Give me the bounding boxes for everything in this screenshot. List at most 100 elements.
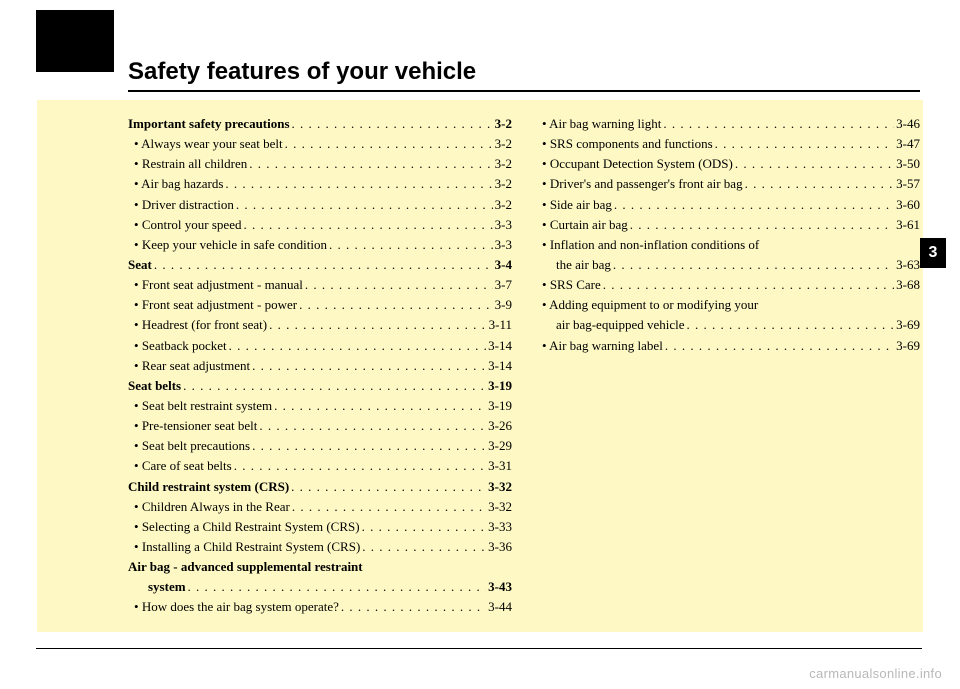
toc-page: 3-7 [495,275,512,295]
toc-leader-dots: . . . . . . . . . . . . . . . . . . . . … [229,336,487,356]
toc-label: Seat belts [128,376,181,396]
toc-page: 3-69 [896,315,920,335]
toc-page: 3-43 [488,577,512,597]
toc-entry: Seat belts . . . . . . . . . . . . . . .… [128,376,512,396]
toc-label: Air bag warning light [542,114,661,134]
toc-page: 3-14 [488,356,512,376]
toc-label: Important safety precautions [128,114,290,134]
toc-leader-dots: . . . . . . . . . . . . . . . . . . . . … [362,517,487,537]
toc-leader-dots: . . . . . . . . . . . . . . . . . . . . … [735,154,894,174]
toc-leader-dots: . . . . . . . . . . . . . . . . . . . . … [329,235,493,255]
page-title: Safety features of your vehicle [128,58,476,86]
toc-page: 3-2 [495,114,512,134]
toc-page: 3-2 [495,195,512,215]
toc-leader-dots: . . . . . . . . . . . . . . . . . . . . … [665,336,894,356]
toc-label: How does the air bag system operate? [134,597,339,617]
toc-page: 3-69 [896,336,920,356]
toc-entry: Installing a Child Restraint System (CRS… [128,537,512,557]
toc-leader-dots: . . . . . . . . . . . . . . . . . . . . … [291,477,486,497]
title-underline [128,90,920,92]
toc-entry: Seatback pocket . . . . . . . . . . . . … [128,336,512,356]
manual-page: Safety features of your vehicle Importan… [0,0,960,689]
toc-leader-dots: . . . . . . . . . . . . . . . . . . . . … [292,497,486,517]
toc-label: Curtain air bag [542,215,628,235]
toc-entry: SRS components and functions . . . . . .… [536,134,920,154]
toc-label: Seat belt precautions [134,436,250,456]
toc-page: 3-19 [488,376,512,396]
corner-black-box [36,10,114,72]
toc-entry: Children Always in the Rear . . . . . . … [128,497,512,517]
toc-entry: Seat . . . . . . . . . . . . . . . . . .… [128,255,512,275]
toc-label: Children Always in the Rear [134,497,290,517]
toc-leader-dots: . . . . . . . . . . . . . . . . . . . . … [252,436,486,456]
toc-entry: Curtain air bag . . . . . . . . . . . . … [536,215,920,235]
toc-leader-dots: . . . . . . . . . . . . . . . . . . . . … [259,416,486,436]
toc-label: Air bag hazards [134,174,223,194]
toc-label: Air bag - advanced supplemental restrain… [128,557,363,577]
toc-entry: Air bag hazards . . . . . . . . . . . . … [128,174,512,194]
toc-leader-dots: . . . . . . . . . . . . . . . . . . . . … [613,255,894,275]
toc-entry: Selecting a Child Restraint System (CRS)… [128,517,512,537]
chapter-tab: 3 [920,238,946,268]
toc-entry: Air bag warning light . . . . . . . . . … [536,114,920,134]
toc-page: 3-31 [488,456,512,476]
toc-label: air bag-equipped vehicle [536,315,685,335]
toc-label: Control your speed [134,215,241,235]
toc-label: Seat [128,255,152,275]
toc-leader-dots: . . . . . . . . . . . . . . . . . . . . … [299,295,493,315]
toc-page: 3-2 [495,134,512,154]
toc-label: Headrest (for front seat) [134,315,267,335]
toc-page: 3-11 [489,315,512,335]
toc-label: the air bag [536,255,611,275]
toc-page: 3-32 [488,497,512,517]
toc-entry: Air bag warning label . . . . . . . . . … [536,336,920,356]
toc-leader-dots: . . . . . . . . . . . . . . . . . . . . … [614,195,894,215]
toc-label: Keep your vehicle in safe condition [134,235,327,255]
toc-label: Driver distraction [134,195,234,215]
toc-entry: Inflation and non-inflation conditions o… [536,235,920,255]
toc-page: 3-2 [495,174,512,194]
toc-leader-dots: . . . . . . . . . . . . . . . . . . . . … [183,376,486,396]
toc-label: SRS Care [542,275,601,295]
toc-entry: Child restraint system (CRS) . . . . . .… [128,477,512,497]
toc-columns: Important safety precautions . . . . . .… [128,114,920,618]
toc-entry: Restrain all children . . . . . . . . . … [128,154,512,174]
watermark-text: carmanualsonline.info [809,666,942,681]
toc-right-column: Air bag warning light . . . . . . . . . … [536,114,920,618]
toc-entry: Driver distraction . . . . . . . . . . .… [128,195,512,215]
toc-label: Driver's and passenger's front air bag [542,174,743,194]
toc-label: Adding equipment to or modifying your [542,295,758,315]
toc-page: 3-3 [495,235,512,255]
toc-label: Seat belt restraint system [134,396,272,416]
toc-leader-dots: . . . . . . . . . . . . . . . . . . . . … [243,215,492,235]
toc-entry: Rear seat adjustment . . . . . . . . . .… [128,356,512,376]
toc-entry: Seat belt restraint system . . . . . . .… [128,396,512,416]
toc-leader-dots: . . . . . . . . . . . . . . . . . . . . … [234,456,486,476]
toc-label: Restrain all children [134,154,247,174]
toc-entry: Seat belt precautions . . . . . . . . . … [128,436,512,456]
toc-page: 3-50 [896,154,920,174]
toc-entry: SRS Care . . . . . . . . . . . . . . . .… [536,275,920,295]
toc-label: Inflation and non-inflation conditions o… [542,235,759,255]
toc-entry: Front seat adjustment - manual . . . . .… [128,275,512,295]
bottom-rule [36,648,922,649]
toc-left-column: Important safety precautions . . . . . .… [128,114,512,618]
toc-leader-dots: . . . . . . . . . . . . . . . . . . . . … [225,174,492,194]
toc-leader-dots: . . . . . . . . . . . . . . . . . . . . … [188,577,487,597]
toc-page: 3-60 [896,195,920,215]
toc-entry: Front seat adjustment - power . . . . . … [128,295,512,315]
toc-leader-dots: . . . . . . . . . . . . . . . . . . . . … [630,215,894,235]
toc-page: 3-33 [488,517,512,537]
toc-entry: Driver's and passenger's front air bag .… [536,174,920,194]
toc-leader-dots: . . . . . . . . . . . . . . . . . . . . … [603,275,894,295]
toc-label: Side air bag [542,195,612,215]
toc-page: 3-4 [495,255,512,275]
toc-page: 3-47 [896,134,920,154]
toc-page: 3-14 [488,336,512,356]
toc-page: 3-29 [488,436,512,456]
toc-entry: Keep your vehicle in safe condition . . … [128,235,512,255]
toc-leader-dots: . . . . . . . . . . . . . . . . . . . . … [154,255,493,275]
toc-label: Occupant Detection System (ODS) [542,154,733,174]
toc-page: 3-9 [495,295,512,315]
toc-label: Always wear your seat belt [134,134,283,154]
